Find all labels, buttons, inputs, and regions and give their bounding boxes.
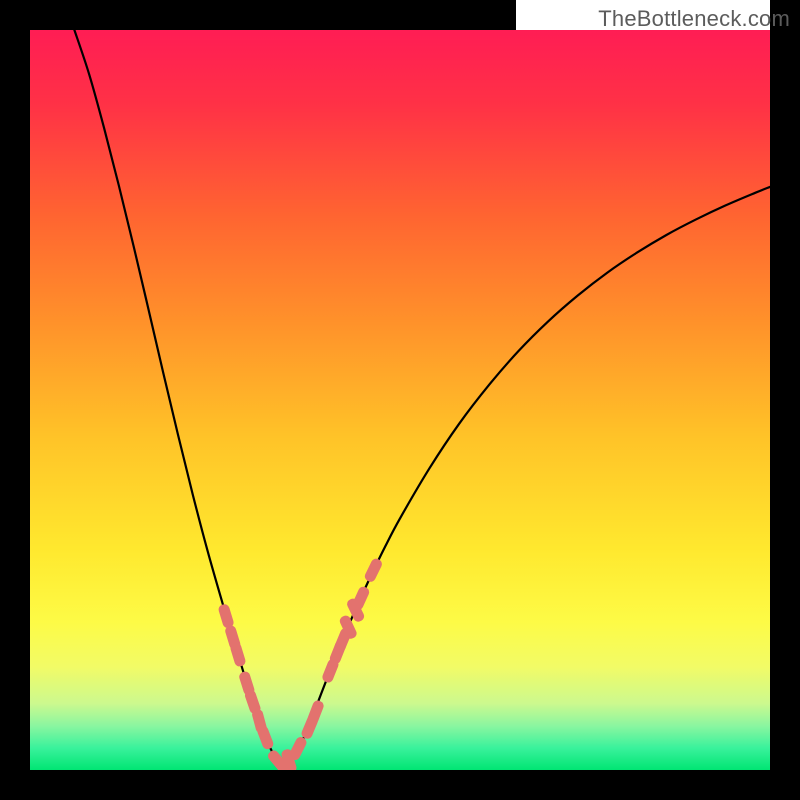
gradient-background: [30, 30, 770, 770]
watermark-text: TheBottleneck.com: [598, 6, 790, 32]
chart-svg: [0, 0, 800, 800]
chart-frame: TheBottleneck.com: [0, 0, 800, 800]
